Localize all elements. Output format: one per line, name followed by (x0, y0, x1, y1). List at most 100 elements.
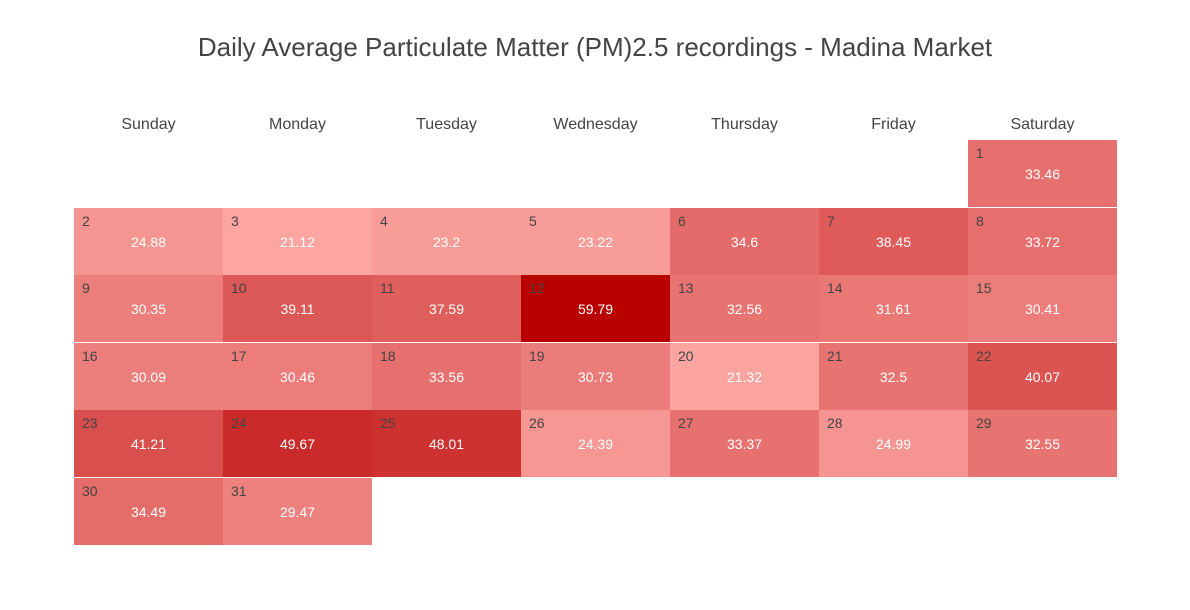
day-number-label: 11 (380, 280, 395, 296)
value-label: 30.35 (130, 301, 167, 317)
value-label: 24.99 (875, 436, 912, 452)
value-label: 59.79 (577, 301, 614, 317)
chart-title: Daily Average Particulate Matter (PM)2.5… (197, 32, 993, 62)
day-number-label: 24 (231, 415, 247, 431)
heatmap-cell: 2 24.88 (74, 208, 223, 275)
heatmap-cell: 15 30.41 (968, 275, 1117, 342)
day-number-label: 26 (529, 415, 545, 431)
heatmap-cell: 17 30.46 (223, 343, 372, 410)
value-label: 24.88 (130, 234, 167, 250)
day-number-label: 6 (678, 213, 686, 229)
day-number-label: 2 (82, 213, 90, 229)
day-number-label: 16 (82, 348, 98, 364)
value-label: 49.67 (279, 436, 316, 452)
value-label: 33.56 (428, 369, 465, 385)
day-number-label: 25 (380, 415, 396, 431)
heatmap-cell: 21 32.5 (819, 343, 968, 410)
weekday-header: Saturday (1010, 116, 1075, 133)
heatmap-cell: 6 34.6 (670, 208, 819, 275)
day-number-label: 9 (82, 280, 90, 296)
value-label: 23.22 (577, 234, 614, 250)
value-label: 21.12 (279, 234, 316, 250)
day-number-label: 13 (678, 280, 694, 296)
day-number-label: 20 (678, 348, 694, 364)
value-label: 30.09 (130, 369, 167, 385)
value-label: 34.49 (130, 504, 167, 520)
value-label: 30.46 (279, 369, 316, 385)
day-number-label: 5 (529, 213, 537, 229)
weekday-header: Monday (269, 116, 326, 133)
day-number-label: 4 (380, 213, 388, 229)
value-label: 30.73 (577, 369, 614, 385)
heatmap-cell: 13 32.56 (670, 275, 819, 342)
heatmap-cell: 28 24.99 (819, 410, 968, 477)
heatmap-cell: 24 49.67 (223, 410, 372, 477)
value-label: 37.59 (428, 301, 465, 317)
value-label: 23.2 (432, 234, 461, 250)
heatmap-cell: 9 30.35 (74, 275, 223, 342)
heatmap-cell: 27 33.37 (670, 410, 819, 477)
day-number-label: 29 (976, 415, 992, 431)
heatmap-cell: 30 34.49 (74, 478, 223, 545)
day-number-label: 28 (827, 415, 843, 431)
value-label: 41.21 (130, 436, 167, 452)
day-number-label: 3 (231, 213, 239, 229)
day-number-label: 15 (976, 280, 992, 296)
weekday-header: Thursday (711, 116, 778, 133)
heatmap-cell: 26 24.39 (521, 410, 670, 477)
heatmap-cell: 19 30.73 (521, 343, 670, 410)
heatmap-cell: 14 31.61 (819, 275, 968, 342)
heatmap-cell: 7 38.45 (819, 208, 968, 275)
heatmap-cell: 20 21.32 (670, 343, 819, 410)
heatmap-cell: 11 37.59 (372, 275, 521, 342)
heatmap-cell: 4 23.2 (372, 208, 521, 275)
heatmap-cell: 8 33.72 (968, 208, 1117, 275)
weekday-header: Wednesday (553, 116, 638, 133)
heatmap-cell: 22 40.07 (968, 343, 1117, 410)
day-number-label: 31 (231, 483, 247, 499)
heatmap-cell: 29 32.55 (968, 410, 1117, 477)
heatmap-cell: 12 59.79 (521, 275, 670, 342)
value-label: 30.41 (1024, 301, 1061, 317)
day-number-label: 17 (231, 348, 247, 364)
value-label: 32.55 (1024, 436, 1061, 452)
value-label: 29.47 (279, 504, 316, 520)
day-number-label: 19 (529, 348, 545, 364)
value-label: 40.07 (1024, 369, 1061, 385)
heatmap-cell: 1 33.46 (968, 140, 1117, 207)
value-label: 33.72 (1024, 234, 1061, 250)
day-number-label: 8 (976, 213, 984, 229)
heatmap-cell: 5 23.22 (521, 208, 670, 275)
weekday-header: Friday (871, 116, 916, 133)
day-number-label: 21 (827, 348, 843, 364)
heatmap-cell: 18 33.56 (372, 343, 521, 410)
value-label: 21.32 (726, 369, 763, 385)
value-label: 48.01 (428, 436, 465, 452)
day-number-label: 14 (827, 280, 843, 296)
heatmap-cell: 10 39.11 (223, 275, 372, 342)
value-label: 32.5 (879, 369, 908, 385)
value-label: 33.46 (1024, 166, 1061, 182)
day-number-label: 27 (678, 415, 694, 431)
heatmap-cell: 31 29.47 (223, 478, 372, 545)
value-label: 33.37 (726, 436, 763, 452)
heatmap-cell: 23 41.21 (74, 410, 223, 477)
day-number-label: 7 (827, 213, 835, 229)
day-number-label: 18 (380, 348, 396, 364)
value-label: 31.61 (875, 301, 912, 317)
weekday-header: Tuesday (416, 116, 477, 133)
value-label: 24.39 (577, 436, 614, 452)
day-number-label: 22 (976, 348, 992, 364)
value-label: 34.6 (730, 234, 759, 250)
value-label: 39.11 (280, 301, 315, 317)
heatmap-cell: 25 48.01 (372, 410, 521, 477)
value-label: 38.45 (875, 234, 912, 250)
day-number-label: 23 (82, 415, 98, 431)
heatmap-cell: 3 21.12 (223, 208, 372, 275)
day-number-label: 10 (231, 280, 247, 296)
value-label: 32.56 (726, 301, 763, 317)
heatmap-cell: 16 30.09 (74, 343, 223, 410)
day-number-label: 30 (82, 483, 98, 499)
day-number-label: 1 (976, 145, 984, 161)
weekday-header: Sunday (121, 116, 176, 133)
